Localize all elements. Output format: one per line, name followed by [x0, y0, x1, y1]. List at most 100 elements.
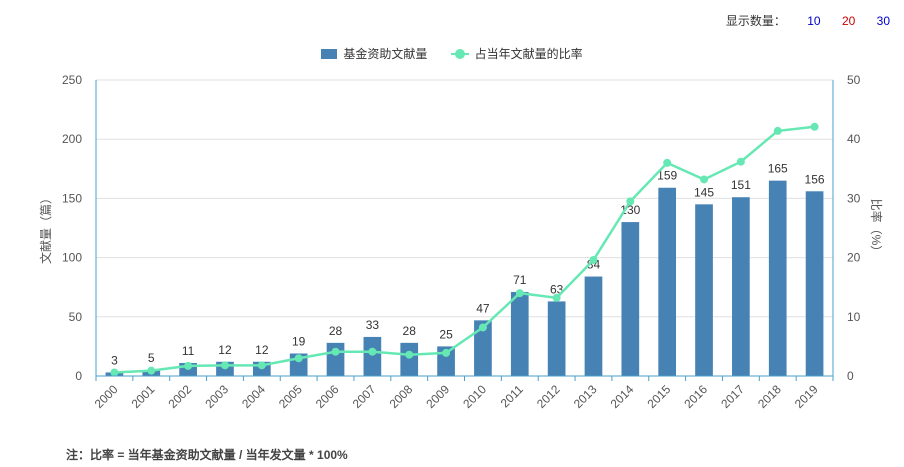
ratio-point — [589, 255, 598, 264]
x-tick-label: 2015 — [645, 382, 674, 411]
bar-data-label: 12 — [255, 343, 269, 357]
x-tick-label: 2000 — [92, 382, 121, 411]
bar-data-label: 12 — [218, 343, 232, 357]
y-tick-label: 100 — [62, 251, 82, 265]
ratio-point — [736, 157, 745, 166]
ratio-point — [773, 126, 782, 135]
bar-data-label: 25 — [439, 327, 453, 341]
y2-tick-label: 0 — [847, 369, 854, 383]
footnote: 注：比率 = 当年基金资助文献量 / 当年发文量 * 100% — [66, 448, 348, 462]
bar-data-label: 33 — [366, 318, 380, 332]
y-tick-label: 150 — [62, 191, 82, 205]
bar — [363, 336, 382, 376]
legend-bar-label: 基金资助文献量 — [343, 47, 428, 61]
y-tick-label: 50 — [69, 310, 83, 324]
y-tick-label: 0 — [75, 369, 82, 383]
y2-tick-label: 10 — [847, 310, 861, 324]
x-tick-label: 2001 — [129, 382, 158, 411]
x-tick-label: 2018 — [755, 382, 784, 411]
y-tick-label: 250 — [62, 73, 82, 87]
ratio-point — [331, 347, 340, 356]
ratio-point — [478, 323, 487, 332]
x-tick-label: 2002 — [165, 382, 194, 411]
y-axis-title: 文献量（篇） — [38, 192, 53, 264]
bar — [510, 291, 529, 376]
bar-data-label: 28 — [403, 324, 417, 338]
x-tick-label: 2003 — [202, 382, 231, 411]
x-tick-label: 2005 — [276, 382, 305, 411]
x-tick-label: 2009 — [423, 382, 452, 411]
bar-data-label: 3 — [111, 353, 118, 367]
y2-tick-label: 20 — [847, 251, 861, 265]
bar-data-label: 151 — [731, 178, 751, 192]
ratio-point — [220, 361, 229, 370]
ratio-line — [110, 122, 819, 377]
ratio-point — [810, 122, 819, 131]
ratio-point — [405, 350, 414, 359]
x-tick-label: 2008 — [387, 382, 416, 411]
bar-data-label: 19 — [292, 335, 306, 349]
bar — [768, 180, 787, 376]
x-tick-label: 2013 — [571, 382, 600, 411]
legend-line-label: 占当年文献量的比率 — [474, 47, 583, 61]
bars — [105, 180, 824, 376]
x-tick-label: 2016 — [681, 382, 710, 411]
bar — [732, 197, 750, 376]
ratio-line-path — [114, 125, 815, 374]
legend-item-line[interactable]: 占当年文献量的比率 — [450, 45, 583, 62]
y2-tick-label: 40 — [847, 132, 861, 146]
display-count-30[interactable]: 30 — [876, 14, 890, 28]
ratio-point — [147, 366, 156, 375]
x-tick-label: 2006 — [313, 382, 342, 411]
y2-tick-label: 30 — [847, 191, 861, 205]
ratio-point — [294, 354, 303, 363]
chart-legend: 基金资助文献量 占当年文献量的比率 — [0, 45, 904, 62]
x-tick-label: 2019 — [792, 382, 821, 411]
ratio-point — [700, 175, 709, 184]
x-tick-label: 2011 — [498, 382, 526, 410]
bar-data-label: 156 — [805, 172, 825, 186]
legend-item-bar[interactable]: 基金资助文献量 — [321, 45, 427, 62]
bar — [805, 191, 824, 376]
bar-data-label: 145 — [694, 185, 714, 199]
y2-tick-label: 50 — [847, 73, 861, 87]
bar — [695, 204, 713, 376]
bar-data-label: 11 — [182, 344, 195, 358]
x-tick-label: 2007 — [350, 382, 379, 411]
ratio-point — [110, 368, 119, 377]
grid-lines — [96, 79, 833, 318]
bar — [584, 276, 603, 376]
ratio-point — [663, 158, 672, 167]
bar — [621, 222, 640, 376]
bar-data-label: 47 — [476, 301, 490, 315]
bar — [658, 187, 677, 376]
y-tick-label: 200 — [62, 132, 82, 146]
bar-data-label: 28 — [329, 324, 343, 338]
x-tick-label: 2014 — [608, 382, 637, 411]
y2-axis-title: 比率（%） — [869, 199, 884, 258]
x-tick-label: 2004 — [239, 382, 268, 411]
bar — [400, 342, 419, 376]
ratio-point — [442, 348, 451, 357]
display-count-10[interactable]: 10 — [807, 14, 821, 28]
ratio-point — [257, 361, 266, 370]
ratio-point — [184, 361, 193, 370]
legend-bar-swatch — [321, 49, 338, 59]
display-count-label: 显示数量： — [725, 14, 786, 28]
bar — [474, 320, 492, 376]
ratio-point — [368, 347, 377, 356]
bar-data-label: 159 — [657, 169, 677, 183]
ratio-point — [626, 197, 635, 206]
bar-data-label: 130 — [620, 203, 640, 217]
ratio-point — [552, 293, 561, 302]
bar-data-label: 165 — [768, 162, 788, 176]
x-tick-label: 2010 — [460, 382, 489, 411]
legend-line-swatch — [450, 49, 469, 59]
x-tick-label: 2012 — [534, 382, 563, 411]
x-tick-label: 2017 — [718, 382, 747, 411]
display-count-20[interactable]: 20 — [841, 14, 856, 28]
bar-data-label: 5 — [148, 351, 155, 365]
display-count-control: 显示数量： 10 20 30 — [726, 12, 890, 29]
